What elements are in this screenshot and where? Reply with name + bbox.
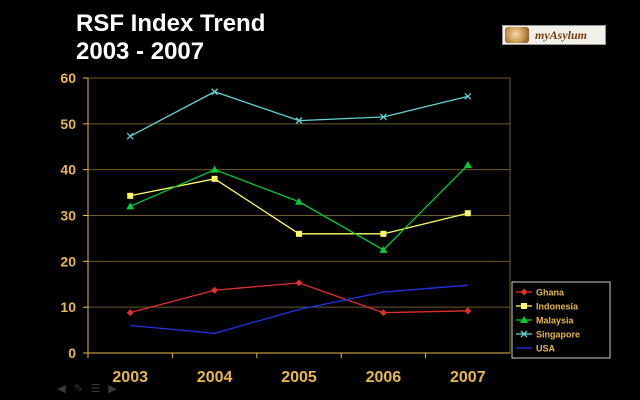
malaysia-point <box>210 165 219 173</box>
x-tick-label: 2004 <box>197 369 233 386</box>
x-tick-label: 2007 <box>450 369 486 386</box>
legend-label: Ghana <box>536 288 565 298</box>
legend-label: Malaysia <box>536 316 575 326</box>
ghana-point <box>126 309 134 317</box>
legend-indonesia-point <box>521 303 527 309</box>
indonesia-point <box>127 192 134 199</box>
chart-title: RSF Index Trend 2003 - 2007 <box>76 10 265 66</box>
x-tick-label: 2006 <box>366 369 402 386</box>
malaysia-point <box>379 245 388 253</box>
malaysia-point <box>463 161 472 169</box>
arrow-left-icon[interactable]: ◀ <box>57 383 66 395</box>
slide-nav-controls: ◀ ✎ ☰ ▶ <box>56 383 118 395</box>
y-tick-label: 40 <box>60 162 76 178</box>
indonesia-point <box>380 230 387 237</box>
malaysia-point <box>126 202 135 210</box>
arrow-right-icon[interactable]: ▶ <box>108 383 117 395</box>
y-tick-label: 60 <box>60 70 76 86</box>
indonesia-point <box>211 175 218 182</box>
logo-text: myAsylum <box>535 27 588 42</box>
myasylum-logo: myAsylum <box>502 25 606 45</box>
ghana-point <box>295 279 303 287</box>
singapore-point <box>211 88 219 96</box>
logo-face-icon <box>505 27 529 43</box>
indonesia-series-line <box>130 178 468 235</box>
x-tick-label: 2005 <box>281 369 317 386</box>
y-tick-label: 50 <box>60 116 76 132</box>
y-tick-label: 10 <box>60 299 76 315</box>
malaysia-point <box>295 197 303 205</box>
singapore-point <box>126 132 134 140</box>
ghana-point <box>379 309 387 317</box>
y-tick-label: 30 <box>60 208 76 224</box>
indonesia-point <box>296 230 302 237</box>
chart-title-line-1: RSF Index Trend <box>76 10 266 37</box>
usa-series-line <box>130 284 468 334</box>
legend-singapore-point <box>520 330 528 338</box>
indonesia-point <box>464 210 471 217</box>
malaysia-series-line <box>129 164 469 251</box>
ghana-point <box>211 286 219 294</box>
y-tick-label: 20 <box>60 253 76 269</box>
chart-title-line-2: 2003 - 2007 <box>76 38 205 65</box>
legend-label: Indonesia <box>536 302 579 312</box>
singapore-point <box>464 92 472 100</box>
legend-ghana-point <box>520 288 528 296</box>
legend-label: USA <box>536 344 556 354</box>
singapore-series-line <box>129 91 468 137</box>
x-tick-label: 2003 <box>112 369 148 386</box>
singapore-point <box>295 117 303 125</box>
menu-icon[interactable]: ☰ <box>90 383 101 395</box>
ghana-point <box>464 307 472 315</box>
pen-icon[interactable]: ✎ <box>73 383 84 395</box>
y-tick-label: 0 <box>68 345 76 361</box>
ghana-series-line <box>130 282 468 314</box>
legend-malaysia-point <box>520 316 528 323</box>
singapore-point <box>379 113 387 121</box>
legend-label: Singapore <box>536 330 580 340</box>
